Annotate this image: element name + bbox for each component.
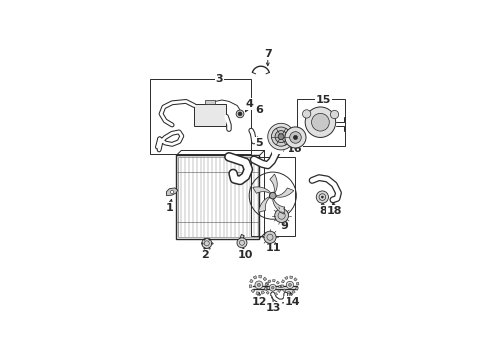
Polygon shape	[249, 285, 252, 288]
Polygon shape	[294, 278, 297, 281]
Circle shape	[271, 286, 274, 289]
Circle shape	[290, 132, 301, 143]
Circle shape	[264, 231, 276, 243]
Polygon shape	[261, 291, 265, 294]
Circle shape	[237, 238, 247, 248]
Text: 6: 6	[255, 105, 264, 115]
Polygon shape	[265, 283, 268, 286]
Text: 5: 5	[256, 138, 263, 148]
Text: 15: 15	[316, 95, 331, 105]
Circle shape	[302, 110, 311, 118]
Text: 7: 7	[264, 49, 271, 59]
Bar	[297, 99, 345, 146]
Polygon shape	[270, 293, 273, 296]
Circle shape	[289, 283, 292, 287]
Circle shape	[330, 110, 339, 119]
Circle shape	[270, 284, 276, 291]
Text: 17: 17	[272, 144, 288, 153]
Polygon shape	[287, 291, 290, 294]
Polygon shape	[263, 277, 267, 281]
Polygon shape	[167, 188, 178, 195]
Polygon shape	[292, 290, 295, 293]
Circle shape	[278, 134, 284, 140]
Bar	[195, 104, 226, 126]
Circle shape	[321, 196, 323, 198]
Polygon shape	[274, 293, 278, 296]
Circle shape	[316, 191, 328, 203]
Polygon shape	[281, 285, 284, 288]
Polygon shape	[249, 279, 253, 283]
Text: 2: 2	[201, 250, 209, 260]
Text: 4: 4	[246, 99, 254, 109]
Polygon shape	[296, 282, 299, 285]
Text: 11: 11	[266, 243, 281, 253]
Circle shape	[257, 283, 261, 287]
Polygon shape	[273, 279, 275, 282]
Polygon shape	[273, 199, 285, 214]
Polygon shape	[281, 280, 285, 283]
Circle shape	[275, 131, 287, 143]
Circle shape	[305, 107, 336, 138]
Text: 14: 14	[285, 297, 300, 307]
Text: 16: 16	[286, 144, 302, 153]
Polygon shape	[265, 288, 267, 290]
Polygon shape	[278, 285, 281, 288]
Polygon shape	[268, 280, 271, 283]
Text: 13: 13	[266, 303, 281, 313]
Polygon shape	[278, 289, 281, 293]
Text: 10: 10	[238, 250, 253, 260]
Text: 8: 8	[319, 206, 327, 216]
Text: 12: 12	[252, 297, 267, 307]
Circle shape	[236, 110, 244, 118]
Polygon shape	[295, 287, 298, 290]
Circle shape	[286, 281, 294, 289]
Polygon shape	[256, 292, 259, 294]
Circle shape	[255, 281, 263, 289]
Circle shape	[270, 192, 276, 199]
Polygon shape	[276, 188, 294, 197]
Circle shape	[268, 123, 294, 150]
Bar	[150, 79, 251, 154]
Circle shape	[294, 135, 297, 140]
Circle shape	[171, 190, 174, 194]
Polygon shape	[283, 289, 286, 292]
Polygon shape	[259, 197, 270, 212]
Polygon shape	[251, 289, 255, 293]
Bar	[251, 157, 295, 236]
Circle shape	[275, 209, 289, 222]
Circle shape	[202, 238, 212, 248]
Circle shape	[238, 112, 242, 116]
Polygon shape	[253, 187, 270, 194]
Circle shape	[285, 127, 306, 148]
Text: 1: 1	[166, 203, 173, 213]
Bar	[178, 157, 258, 237]
Polygon shape	[266, 291, 269, 294]
Polygon shape	[270, 174, 277, 193]
Bar	[205, 100, 215, 104]
Polygon shape	[266, 282, 269, 285]
Polygon shape	[276, 281, 279, 284]
Bar	[176, 156, 259, 239]
Text: 9: 9	[280, 221, 288, 231]
Text: 18: 18	[326, 206, 342, 216]
Circle shape	[312, 113, 329, 131]
Polygon shape	[290, 276, 293, 279]
Polygon shape	[259, 275, 262, 278]
Polygon shape	[253, 276, 257, 279]
Circle shape	[271, 127, 291, 146]
Polygon shape	[285, 276, 288, 279]
Text: 3: 3	[216, 74, 223, 84]
Polygon shape	[265, 287, 268, 291]
